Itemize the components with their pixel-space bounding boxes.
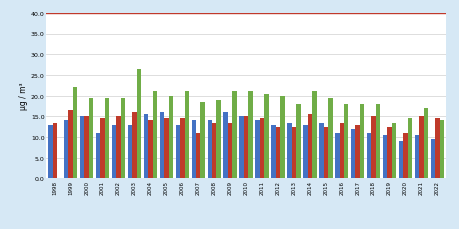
Bar <box>168 96 173 179</box>
Bar <box>382 135 386 179</box>
Bar <box>302 125 307 179</box>
Bar <box>355 125 359 179</box>
Bar <box>148 121 152 179</box>
Bar <box>132 113 136 179</box>
Bar <box>80 117 84 179</box>
Bar <box>100 119 105 179</box>
Bar <box>48 125 52 179</box>
Bar <box>370 117 375 179</box>
Bar <box>68 111 73 179</box>
Bar <box>327 98 332 179</box>
Bar <box>239 117 243 179</box>
Bar <box>323 127 327 179</box>
Bar <box>84 117 89 179</box>
Bar <box>291 127 296 179</box>
Bar <box>280 96 284 179</box>
Bar <box>227 123 232 179</box>
Bar <box>175 125 180 179</box>
Bar <box>264 94 268 179</box>
Bar <box>430 139 434 179</box>
Bar <box>200 102 205 179</box>
Bar <box>164 119 168 179</box>
Bar <box>89 98 93 179</box>
Bar <box>121 98 125 179</box>
Bar <box>143 115 148 179</box>
Bar <box>391 123 396 179</box>
Bar <box>64 121 68 179</box>
Bar <box>366 133 370 179</box>
Bar <box>196 133 200 179</box>
Bar <box>136 69 141 179</box>
Bar <box>386 127 391 179</box>
Bar <box>105 98 109 179</box>
Bar <box>398 142 403 179</box>
Y-axis label: µg / m³: µg / m³ <box>19 82 28 110</box>
Bar <box>73 88 77 179</box>
Bar <box>359 104 364 179</box>
Bar <box>212 123 216 179</box>
Bar <box>152 92 157 179</box>
Bar <box>255 121 259 179</box>
Bar <box>180 119 184 179</box>
Bar <box>248 92 252 179</box>
Bar <box>423 109 427 179</box>
Bar <box>112 125 116 179</box>
Bar <box>223 113 227 179</box>
Bar <box>95 133 100 179</box>
Bar <box>216 100 220 179</box>
Bar <box>243 117 248 179</box>
Bar <box>184 92 189 179</box>
Bar <box>319 123 323 179</box>
Bar <box>403 133 407 179</box>
Bar <box>350 129 355 179</box>
Bar <box>375 104 380 179</box>
Bar <box>434 119 439 179</box>
Bar <box>232 92 236 179</box>
Bar <box>418 117 423 179</box>
Bar <box>414 135 418 179</box>
Bar <box>159 113 164 179</box>
Bar <box>128 125 132 179</box>
Bar <box>339 123 343 179</box>
Bar <box>286 123 291 179</box>
Bar <box>307 115 311 179</box>
Bar <box>191 121 196 179</box>
Bar <box>296 104 300 179</box>
Bar <box>275 127 280 179</box>
Bar <box>116 117 121 179</box>
Bar <box>271 125 275 179</box>
Bar <box>407 119 411 179</box>
Bar <box>52 123 57 179</box>
Bar <box>439 121 443 179</box>
Bar <box>207 121 212 179</box>
Bar <box>334 133 339 179</box>
Bar <box>343 104 348 179</box>
Bar <box>311 92 316 179</box>
Bar <box>259 119 264 179</box>
